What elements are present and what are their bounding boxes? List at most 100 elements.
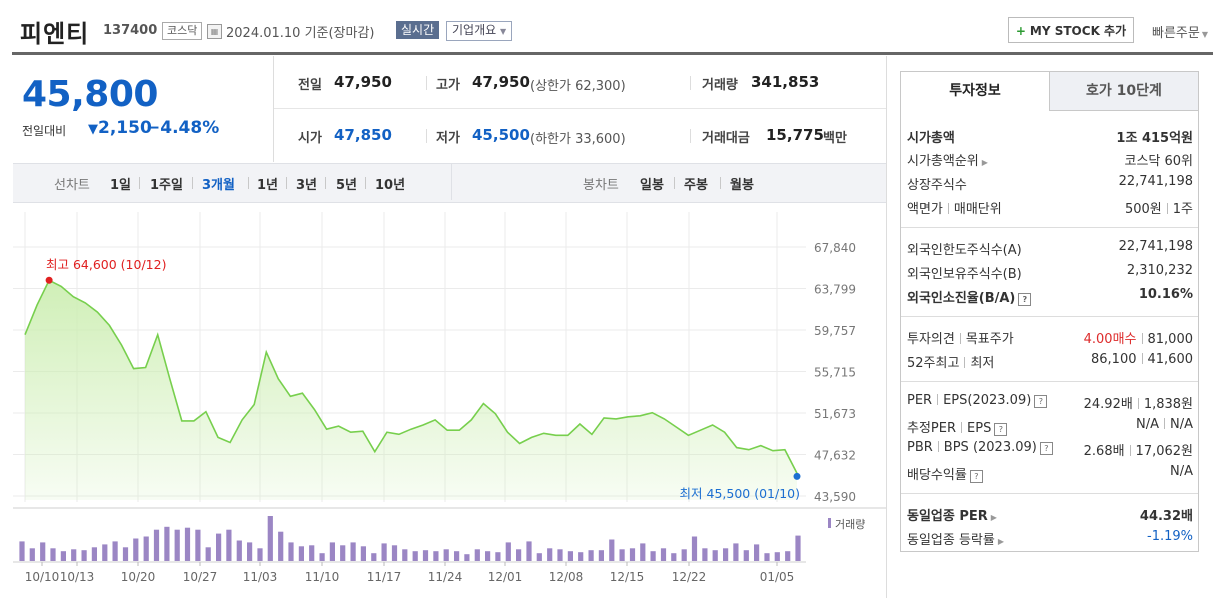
price-chart[interactable]: 67,840 63,799 59,757 55,715 51,673 47,632 43,5… (0, 202, 886, 598)
divider (690, 76, 691, 90)
volume-bar (443, 549, 449, 561)
info-row-foreign-limit: 외국인한도주식수(A) 22,741,198 (907, 239, 1193, 259)
info-row-shares: 상장주식수 22,741,198 (907, 174, 1193, 194)
volume-bar (329, 542, 335, 561)
company-overview-label: 기업개요 (452, 23, 497, 37)
company-overview-dropdown[interactable]: 기업개요 ▼ (446, 21, 513, 41)
help-icon[interactable]: ? (1034, 395, 1048, 408)
divider (274, 108, 886, 109)
x-tick-label: 10/10 (25, 570, 60, 584)
volume-bar (526, 541, 532, 561)
volume-label: 거래량 (702, 78, 738, 93)
tab-order-book[interactable]: 호가 10단계 (1049, 71, 1199, 111)
volume-bar (650, 551, 656, 561)
x-tick-label: 11/10 (305, 570, 340, 584)
help-icon[interactable]: ? (1018, 293, 1032, 306)
volume-bar (60, 551, 66, 561)
y-tick-label: 55,715 (814, 366, 856, 380)
volume-bar (340, 545, 346, 561)
help-icon[interactable]: ? (969, 470, 983, 483)
period-10y[interactable]: 10년 (375, 178, 406, 193)
volume-bar (474, 549, 480, 561)
divider (901, 493, 1198, 494)
help-icon[interactable]: ? (1039, 442, 1053, 455)
volume-bar (381, 543, 387, 561)
volume-bar (723, 548, 729, 561)
volume-bar (619, 549, 625, 561)
period-5y[interactable]: 5년 (336, 178, 358, 193)
volume-bar (422, 550, 429, 561)
volume-bar (81, 550, 87, 561)
volume-legend-swatch (828, 518, 831, 528)
volume-bar (309, 545, 315, 561)
volume-bar (236, 540, 242, 561)
par-value: 500원 (1124, 202, 1162, 217)
volume-bar (505, 542, 511, 561)
sector-rate-label: 동일업종 등락률 (907, 533, 995, 548)
period-1d[interactable]: 1일 (110, 178, 132, 193)
volume-bar (412, 551, 418, 561)
volume-bar (485, 551, 491, 561)
period-1y[interactable]: 1년 (257, 178, 279, 193)
volume-bar (91, 547, 97, 561)
x-tick-label: 11/24 (428, 570, 463, 584)
volume-bar (40, 542, 46, 561)
volume-bar (298, 546, 304, 561)
realtime-button[interactable]: 실시간 (396, 21, 440, 39)
volume-bar (102, 544, 108, 561)
candle-weekly[interactable]: 주봉 (684, 178, 708, 193)
divider (720, 177, 721, 189)
target-label: 목표주가 (965, 332, 1014, 347)
current-price: 45,800 (22, 74, 158, 115)
lower-limit: (하한가 33,600) (530, 132, 626, 147)
volume-bar (319, 553, 325, 561)
period-3y[interactable]: 3년 (296, 178, 318, 193)
change-rate: −4.48% (146, 118, 220, 138)
info-row-cap-rank[interactable]: 시가총액순위 ▶ 코스닥 60위 (907, 150, 1193, 170)
info-row-opinion: 투자의견 목표주가 4.00매수 81,000 (907, 328, 1193, 348)
period-1w[interactable]: 1주일 (150, 178, 183, 193)
change-amount: 2,150 (98, 118, 152, 138)
volume-bar (133, 538, 139, 561)
period-3m[interactable]: 3개월 (202, 178, 235, 193)
divider (901, 316, 1198, 317)
volume-bar (464, 554, 470, 561)
volume-bar (174, 529, 180, 561)
pbr-value: 2.68배 (1083, 444, 1125, 459)
chevron-down-icon: ▼ (1201, 30, 1208, 39)
volume-bar (153, 529, 160, 561)
add-my-stock-button[interactable]: + MY STOCK 추가 (1008, 17, 1134, 43)
volume-bar (402, 549, 408, 561)
y-tick-label: 59,757 (814, 324, 856, 338)
volume-bar (681, 549, 687, 561)
high-marker (45, 276, 53, 284)
candle-monthly[interactable]: 월봉 (730, 178, 754, 193)
trade-amount-unit: 백만 (823, 131, 847, 146)
per-label: PER (907, 393, 933, 408)
quick-order-label: 빠른주문 (1152, 26, 1200, 41)
tab-investment-info[interactable]: 투자정보 (900, 71, 1050, 111)
quick-order-button[interactable]: 빠른주문 ▼ (1152, 22, 1208, 41)
market-cap-value: 1조 415억원 (1116, 131, 1193, 146)
volume-bar (71, 549, 77, 561)
volume-bar (578, 552, 584, 561)
info-row-sector-per[interactable]: 동일업종 PER ▶ 44.32배 (907, 505, 1193, 525)
volume-bar (205, 547, 211, 561)
volume-bar (754, 544, 760, 561)
calendar-icon: ▦ (207, 24, 222, 39)
unit-label: 매매단위 (953, 202, 1002, 217)
pbr-label: PBR (907, 440, 933, 455)
volume-bar (567, 551, 573, 561)
volume-bar (598, 550, 604, 561)
foreign-rate-label: 외국인소진율(B/A) (907, 291, 1016, 306)
x-tick-label: 12/15 (610, 570, 645, 584)
candle-daily[interactable]: 일봉 (640, 178, 664, 193)
y-tick-label: 67,840 (814, 241, 856, 255)
divider (192, 177, 193, 189)
info-row-sector-rate[interactable]: 동일업종 등락률 ▶ -1.19% (907, 529, 1193, 549)
volume-value: 341,853 (751, 73, 820, 91)
help-icon[interactable]: ? (994, 423, 1008, 436)
info-panel (900, 110, 1199, 552)
low-value: 45,500 (472, 126, 530, 144)
divider (365, 177, 366, 189)
